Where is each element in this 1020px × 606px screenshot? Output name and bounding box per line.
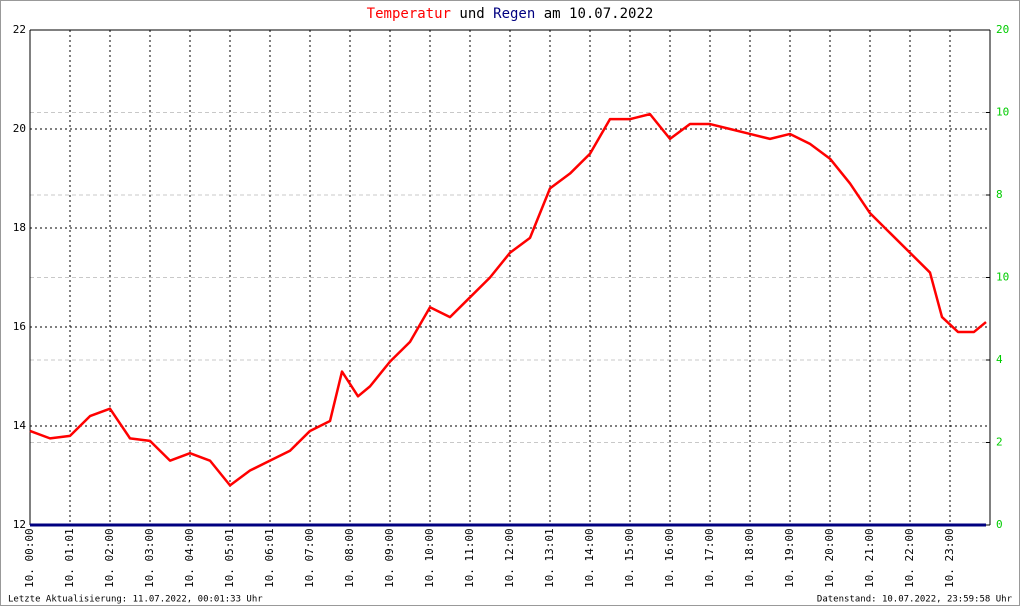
y-tick-label: 22: [13, 23, 26, 36]
x-tick-label: 10. 00:00: [23, 528, 36, 588]
y2-tick-label: 4: [996, 353, 1003, 366]
x-tick-label: 10. 05:01: [223, 528, 236, 588]
title-connector: und: [459, 6, 484, 22]
y-tick-label: 18: [13, 221, 26, 234]
y-tick-label: 12: [13, 518, 26, 531]
series-line: [29, 112, 987, 487]
x-tick-label: 10. 09:00: [383, 528, 396, 588]
title-series-1: Temperatur: [367, 6, 451, 22]
x-tick-label: 10. 18:00: [743, 528, 756, 588]
y-tick-label: 20: [13, 122, 26, 135]
y2-tick-label: 10: [996, 106, 1009, 119]
x-tick-label: 10. 19:00: [783, 528, 796, 588]
y-tick-label: 14: [13, 419, 27, 432]
footer-right: Datenstand: 10.07.2022, 23:59:58 Uhr: [817, 595, 1013, 605]
x-tick-label: 10. 22:00: [903, 528, 916, 588]
footer-left: Letzte Aktualisierung: 11.07.2022, 00:01…: [8, 595, 263, 605]
x-tick-label: 10. 15:00: [623, 528, 636, 588]
x-tick-label: 10. 23:00: [943, 528, 956, 588]
x-tick-label: 10. 08:00: [343, 528, 356, 588]
y2-tick-label: 8: [996, 188, 1003, 201]
x-tick-label: 10. 21:00: [863, 528, 876, 588]
x-tick-label: 10. 11:00: [463, 528, 476, 588]
x-tick-label: 10. 16:00: [663, 528, 676, 588]
x-tick-label: 10. 07:00: [303, 528, 316, 588]
y2-tick-label: 0: [996, 518, 1003, 531]
x-tick-label: 10. 10:00: [423, 528, 436, 588]
y-tick-label: 16: [13, 320, 26, 333]
x-tick-label: 10. 04:00: [183, 528, 196, 588]
chart-title: Temperatur und Regen am 10.07.2022: [367, 6, 654, 22]
y2-tick-label: 2: [996, 436, 1003, 449]
x-tick-label: 10. 17:00: [703, 528, 716, 588]
x-tick-label: 10. 20:00: [823, 528, 836, 588]
title-date: am 10.07.2022: [544, 6, 654, 22]
y2-tick-label: 10: [996, 271, 1009, 284]
y2-tick-label: 20: [996, 23, 1009, 36]
x-tick-label: 10. 06:01: [263, 528, 276, 588]
x-tick-label: 10. 13:01: [543, 528, 556, 588]
x-tick-label: 10. 14:00: [583, 528, 596, 588]
x-tick-label: 10. 12:00: [503, 528, 516, 588]
x-tick-label: 10. 02:00: [103, 528, 116, 588]
x-tick-label: 10. 01:01: [63, 528, 76, 588]
x-tick-label: 10. 03:00: [143, 528, 156, 588]
title-series-2: Regen: [493, 6, 535, 22]
